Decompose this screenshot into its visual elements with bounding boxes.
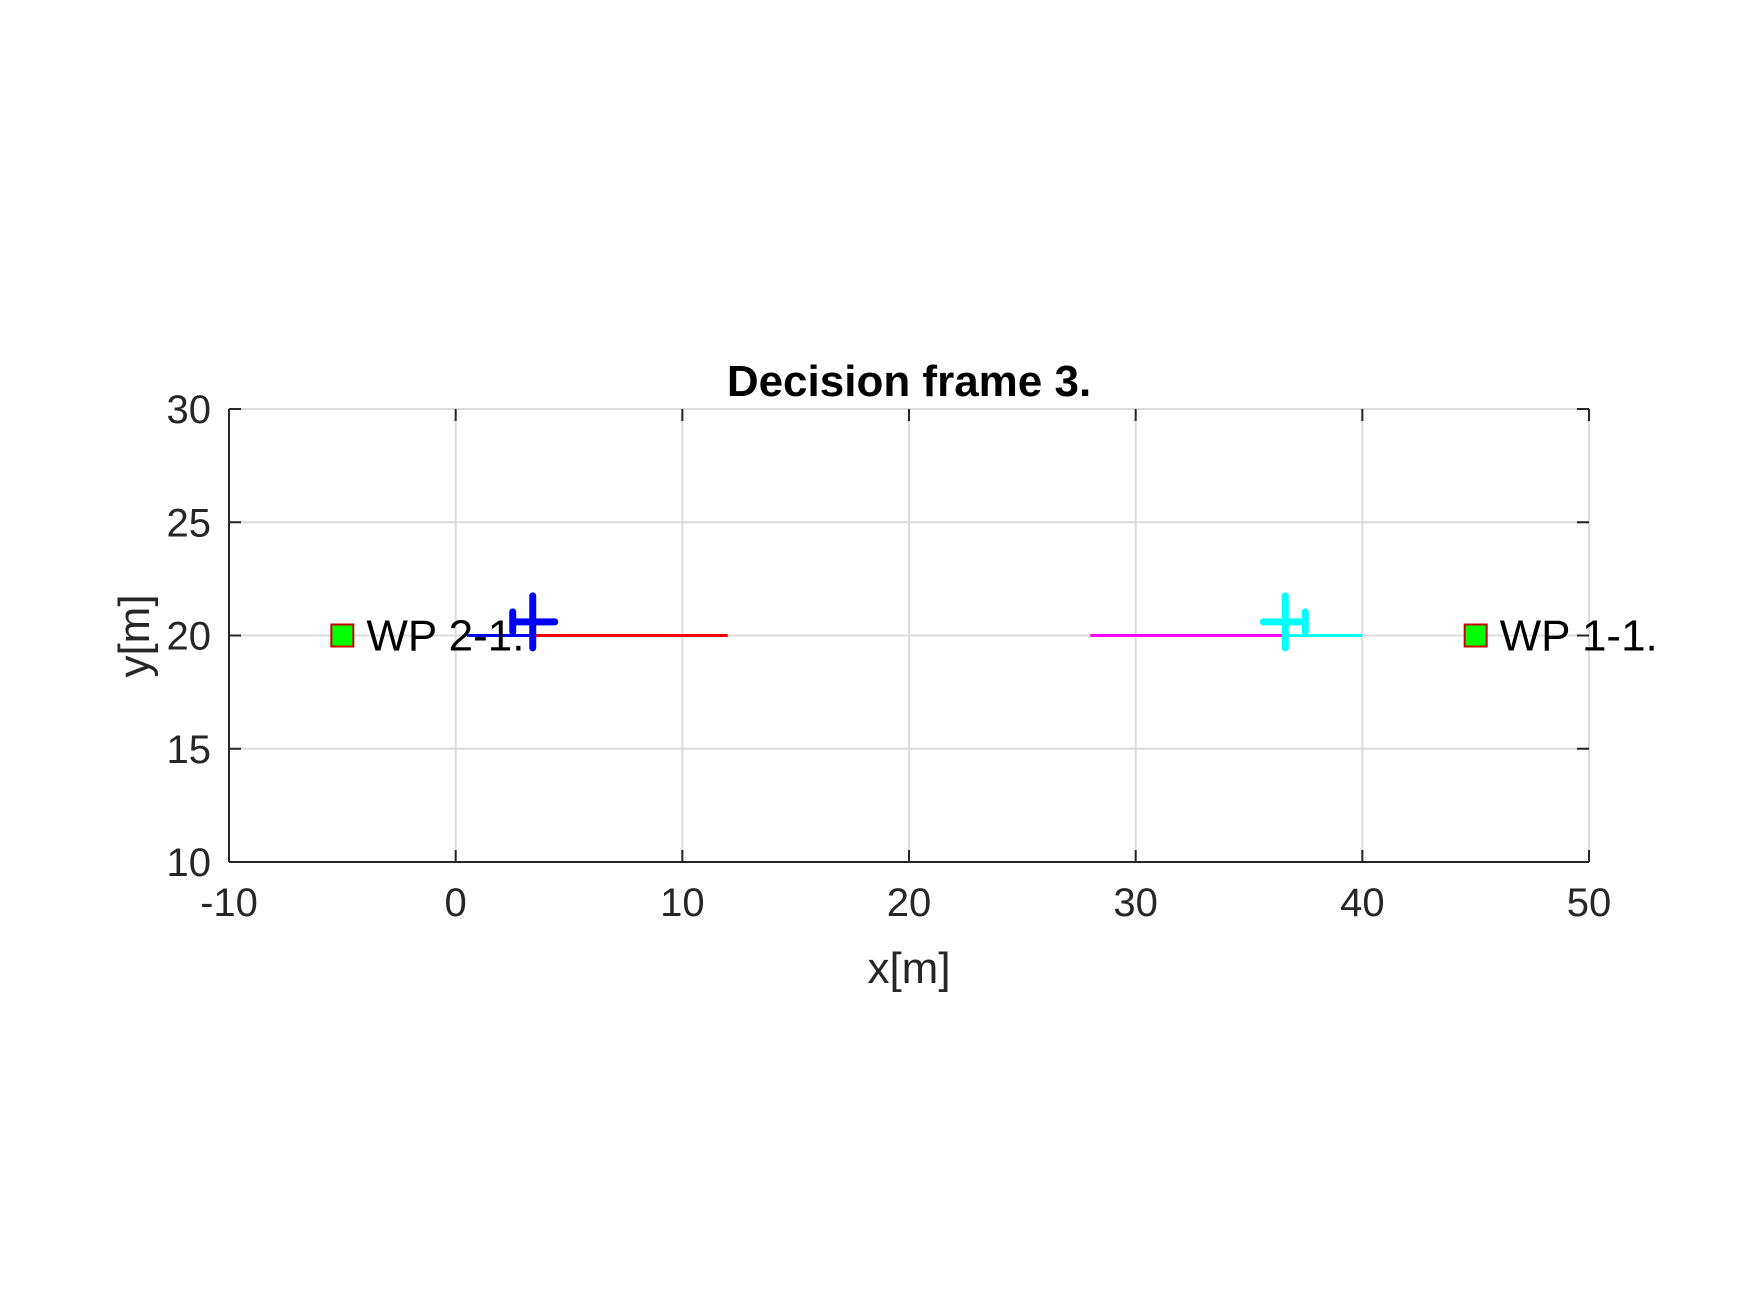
x-tick-label: 30: [1113, 881, 1158, 925]
y-tick-label: 10: [167, 841, 212, 885]
x-tick-label: -10: [200, 881, 258, 925]
y-tick-label: 20: [167, 615, 212, 659]
y-tick-label: 15: [167, 728, 212, 772]
aircraft-markers: [509, 592, 1309, 652]
x-axis-label: x[m]: [867, 944, 950, 993]
x-tick-label: 40: [1340, 881, 1385, 925]
waypoint-label: WP 2-1.: [366, 612, 524, 661]
y-axis-label: y[m]: [110, 594, 159, 677]
aircraft-icon: [1259, 592, 1309, 652]
x-tick-label: 20: [887, 881, 932, 925]
y-tick-label: 30: [167, 388, 212, 432]
y-tick-label: 25: [167, 501, 212, 545]
x-tick-label: 10: [660, 881, 705, 925]
chart-title: Decision frame 3.: [727, 357, 1091, 406]
x-tick-label: 0: [445, 881, 467, 925]
waypoint-marker: [330, 623, 355, 648]
aircraft-icon: [509, 592, 559, 652]
waypoint-marker: [1463, 623, 1488, 648]
axes: [228, 408, 1590, 863]
x-tick-label: 50: [1567, 881, 1612, 925]
tick-labels: -10 0 10 20 30 40 50 10 15 20 25 30: [167, 388, 1612, 925]
